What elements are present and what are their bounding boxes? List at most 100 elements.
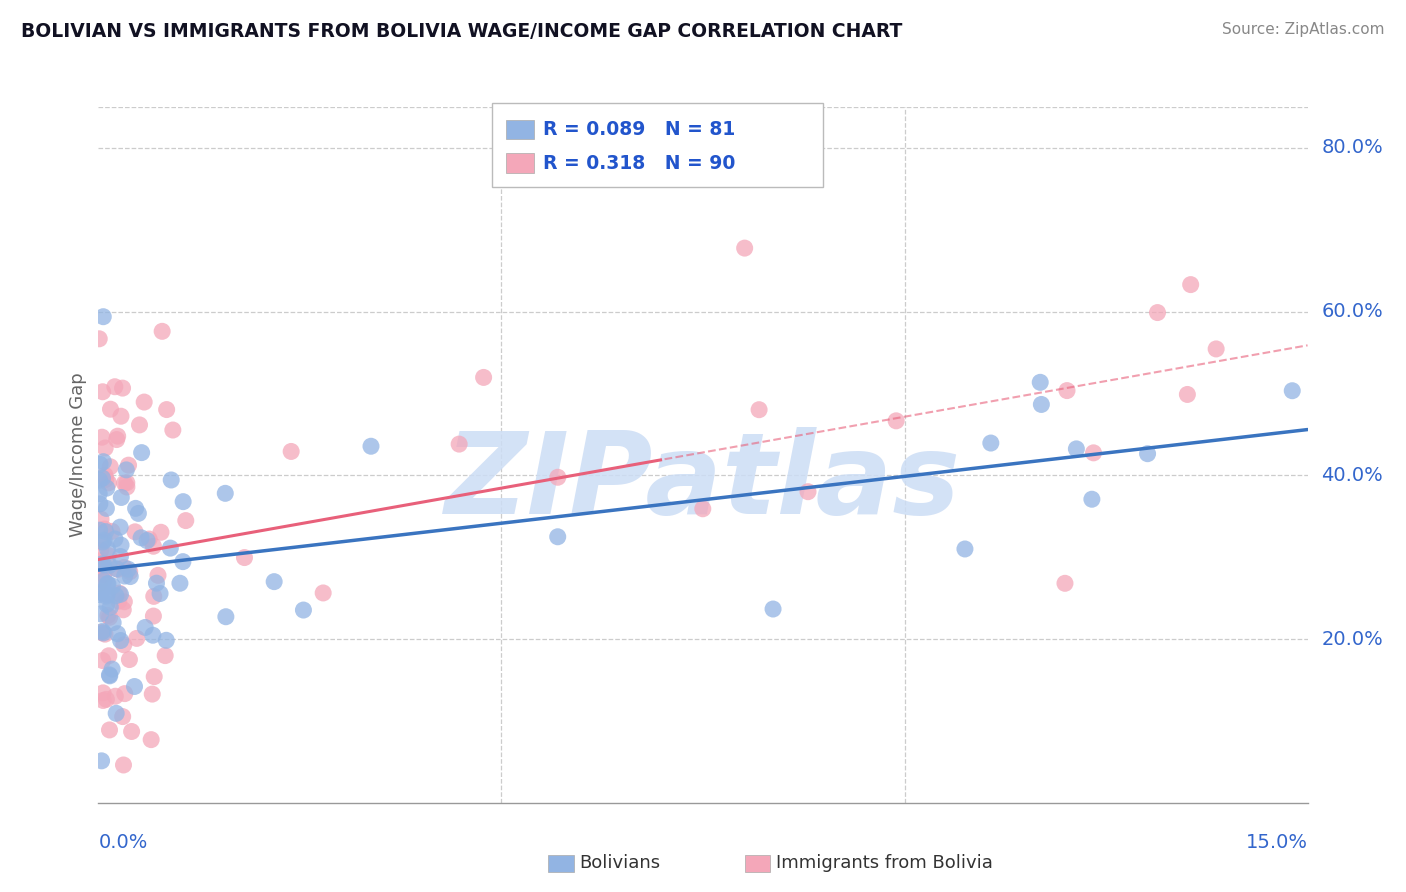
Point bbox=[115, 475, 138, 490]
Point bbox=[1031, 397, 1053, 411]
Point bbox=[112, 638, 135, 652]
Point bbox=[111, 709, 134, 723]
Point bbox=[111, 381, 134, 395]
Point bbox=[90, 754, 112, 768]
Point bbox=[233, 550, 256, 565]
Point bbox=[91, 557, 114, 571]
Point bbox=[93, 574, 115, 588]
Point bbox=[172, 555, 194, 569]
Point bbox=[127, 507, 149, 521]
Point bbox=[89, 497, 111, 511]
Point bbox=[953, 541, 976, 556]
Point bbox=[114, 569, 136, 583]
Point bbox=[94, 472, 117, 486]
Point bbox=[142, 609, 165, 624]
Point bbox=[91, 535, 114, 549]
Point bbox=[93, 558, 115, 572]
Point bbox=[98, 723, 121, 737]
Point bbox=[1029, 376, 1052, 390]
Point bbox=[292, 603, 315, 617]
Point bbox=[748, 402, 770, 417]
Point bbox=[131, 445, 153, 459]
Point bbox=[117, 458, 139, 472]
Point bbox=[104, 532, 127, 546]
Point bbox=[174, 514, 197, 528]
Text: Bolivians: Bolivians bbox=[579, 855, 661, 872]
Point bbox=[1180, 277, 1202, 292]
Point bbox=[93, 533, 115, 548]
Point bbox=[547, 470, 569, 484]
Point bbox=[110, 549, 132, 564]
Point bbox=[980, 436, 1002, 450]
Point bbox=[94, 524, 117, 539]
Point bbox=[129, 531, 152, 545]
Point bbox=[90, 543, 112, 558]
Point bbox=[125, 632, 148, 646]
Point bbox=[105, 562, 128, 576]
Point bbox=[172, 494, 194, 508]
Point bbox=[884, 414, 907, 428]
Point bbox=[93, 455, 115, 469]
Point bbox=[89, 560, 111, 574]
Point bbox=[124, 501, 146, 516]
Point bbox=[91, 654, 114, 668]
Point bbox=[143, 670, 166, 684]
Point bbox=[1136, 447, 1159, 461]
Point bbox=[134, 395, 156, 409]
Text: ZIPatlas: ZIPatlas bbox=[444, 427, 962, 538]
Y-axis label: Wage/Income Gap: Wage/Income Gap bbox=[69, 373, 87, 537]
Text: 20.0%: 20.0% bbox=[1322, 630, 1384, 648]
Point bbox=[90, 607, 112, 621]
Point bbox=[149, 525, 172, 540]
Point bbox=[96, 501, 118, 516]
Point bbox=[107, 429, 129, 443]
Point bbox=[97, 577, 120, 591]
Point bbox=[104, 690, 127, 704]
Point bbox=[134, 620, 156, 634]
Point bbox=[1205, 342, 1227, 356]
Point bbox=[121, 724, 143, 739]
Point bbox=[734, 241, 756, 255]
Point bbox=[162, 423, 184, 437]
Point bbox=[1281, 384, 1303, 398]
Point bbox=[97, 549, 120, 563]
Point bbox=[89, 486, 111, 500]
Point bbox=[90, 535, 112, 549]
Point bbox=[124, 680, 146, 694]
Point bbox=[98, 600, 121, 615]
Point bbox=[105, 706, 128, 721]
Point bbox=[104, 589, 127, 603]
Point bbox=[136, 533, 159, 548]
Point bbox=[110, 409, 132, 424]
Point bbox=[91, 471, 114, 485]
Point bbox=[91, 384, 114, 399]
Point bbox=[214, 486, 236, 500]
Point bbox=[90, 625, 112, 640]
Point bbox=[114, 476, 136, 491]
Point bbox=[263, 574, 285, 589]
Point bbox=[110, 587, 132, 601]
Point bbox=[89, 554, 111, 568]
Point bbox=[156, 402, 179, 417]
Point bbox=[96, 542, 118, 557]
Text: 15.0%: 15.0% bbox=[1246, 833, 1308, 853]
Point bbox=[112, 595, 135, 609]
Point bbox=[107, 626, 129, 640]
Text: Immigrants from Bolivia: Immigrants from Bolivia bbox=[776, 855, 993, 872]
Point bbox=[89, 332, 111, 346]
Point bbox=[91, 624, 114, 639]
Point bbox=[100, 402, 122, 417]
Point bbox=[96, 692, 118, 706]
Point bbox=[94, 627, 117, 641]
Text: 60.0%: 60.0% bbox=[1322, 302, 1384, 321]
Point bbox=[90, 585, 112, 599]
Point bbox=[160, 473, 183, 487]
Point bbox=[97, 608, 120, 623]
Text: R = 0.318   N = 90: R = 0.318 N = 90 bbox=[543, 153, 735, 173]
Text: 0.0%: 0.0% bbox=[98, 833, 148, 853]
Point bbox=[1056, 384, 1078, 398]
Point bbox=[98, 558, 121, 573]
Point bbox=[110, 633, 132, 648]
Point bbox=[153, 648, 176, 663]
Point bbox=[149, 586, 172, 600]
